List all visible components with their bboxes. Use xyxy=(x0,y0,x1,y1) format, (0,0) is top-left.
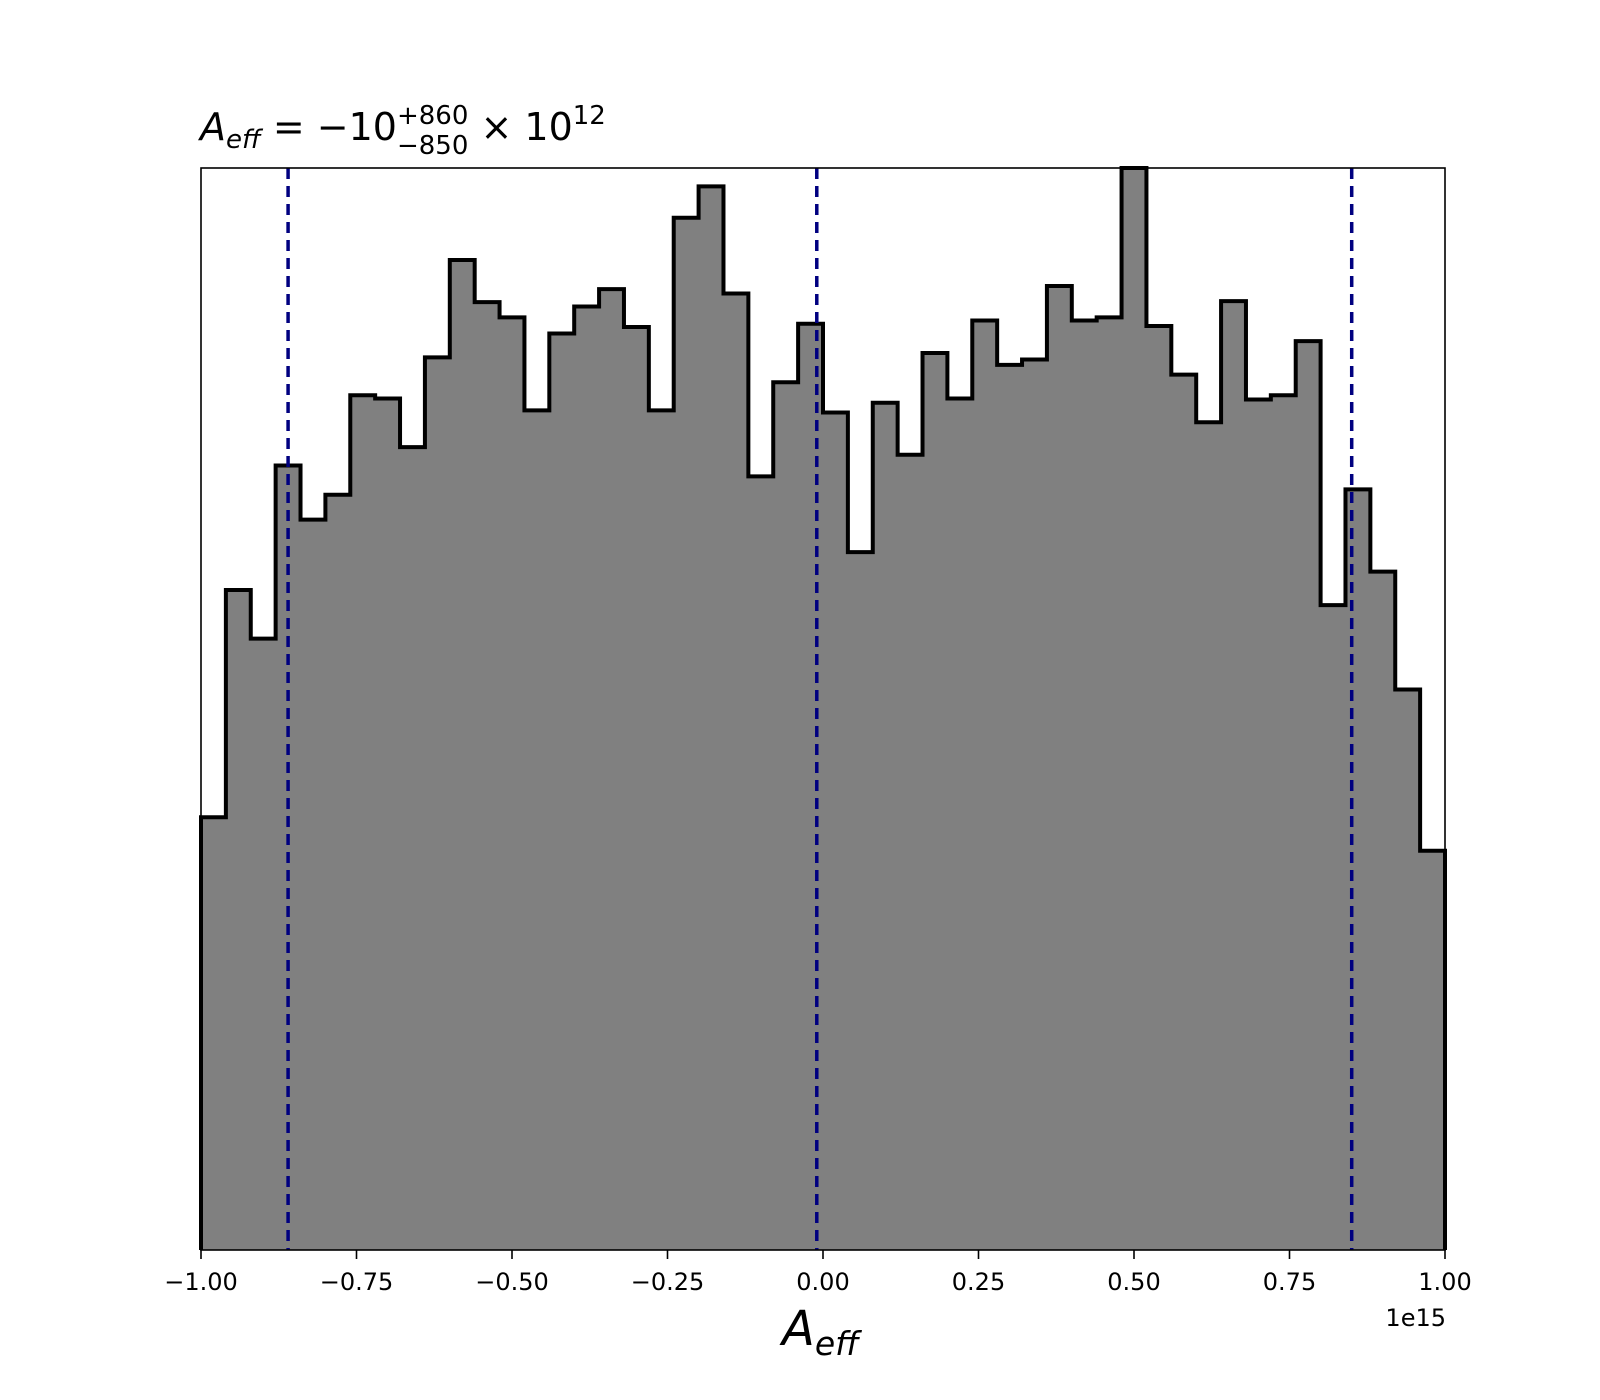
histogram-bar xyxy=(1270,395,1297,1251)
histogram-bar xyxy=(1196,422,1222,1250)
histogram-bar xyxy=(1370,571,1396,1250)
histogram-bar xyxy=(823,412,849,1251)
svg-text:Aeff: Aeff xyxy=(779,1301,862,1363)
histogram-bar xyxy=(623,327,650,1251)
histogram-bar xyxy=(225,589,252,1250)
histogram-bar xyxy=(250,638,277,1250)
histogram-bar xyxy=(947,398,973,1250)
histogram-bar xyxy=(872,402,899,1250)
x-multiplier-label: 1e15 xyxy=(1385,1304,1446,1332)
histogram-bar xyxy=(300,519,326,1250)
histogram-bar xyxy=(922,353,948,1251)
title-lower-error: −850 xyxy=(397,131,468,161)
title-symbol: A xyxy=(197,105,226,149)
title-symbol-subscript: eff xyxy=(226,125,264,155)
histogram-bar xyxy=(1395,689,1421,1250)
histogram-bar xyxy=(400,447,426,1250)
x-tick-label: 0.00 xyxy=(796,1268,849,1296)
histogram-bar xyxy=(449,259,476,1251)
x-tick-label: −0.75 xyxy=(320,1268,394,1296)
histogram-bar xyxy=(897,454,924,1251)
histogram-bar xyxy=(1295,341,1322,1250)
title-value: −10 xyxy=(317,105,397,149)
histogram-bar xyxy=(798,323,824,1251)
histogram-step-outline xyxy=(199,166,1447,1250)
histogram-bar xyxy=(1121,168,1148,1250)
x-tick-label: −1.00 xyxy=(164,1268,238,1296)
title-upper-error: +860 xyxy=(397,101,468,131)
histogram-bar xyxy=(524,410,550,1250)
xlabel-subscript: eff xyxy=(815,1324,862,1363)
x-tick-label: 0.25 xyxy=(952,1268,1005,1296)
histogram-bar xyxy=(375,398,401,1250)
title-times: × 10 xyxy=(468,105,572,149)
svg-text:Aeff = −10+860−850 × 1012: Aeff = −10+860 −850 × 1012 xyxy=(197,101,606,161)
histogram-bar xyxy=(1245,399,1272,1251)
histogram-bar xyxy=(723,293,749,1251)
plot-area xyxy=(199,166,1447,1251)
histogram-bar xyxy=(325,494,351,1250)
histogram-bar xyxy=(847,552,874,1250)
histogram-bar xyxy=(748,476,774,1250)
histogram-bar xyxy=(972,320,998,1250)
x-tick-label: 1.00 xyxy=(1418,1268,1471,1296)
histogram-bar xyxy=(424,357,451,1251)
x-tick-label: −0.50 xyxy=(475,1268,549,1296)
x-tick-label: 0.75 xyxy=(1263,1268,1316,1296)
xlabel-symbol: A xyxy=(779,1301,815,1357)
histogram-bar xyxy=(698,186,725,1250)
histogram-bar xyxy=(648,410,675,1250)
title-exponent: 12 xyxy=(573,101,606,131)
histogram-bar xyxy=(1420,850,1446,1250)
histogram-bar xyxy=(1146,325,1172,1250)
histogram-bar xyxy=(997,364,1023,1250)
x-tick-label: 0.50 xyxy=(1107,1268,1160,1296)
histogram-bar xyxy=(499,317,526,1250)
histogram-bar xyxy=(1345,489,1371,1250)
histogram-bar xyxy=(773,382,799,1251)
histogram-bar xyxy=(474,302,501,1251)
histogram-bar xyxy=(673,217,700,1251)
histogram-bar xyxy=(1320,605,1347,1250)
histogram-bar xyxy=(549,333,575,1250)
histogram-bar xyxy=(1221,301,1247,1250)
histogram-bar xyxy=(1046,285,1073,1250)
x-axis: −1.00 −0.75 −0.50 −0.25 0.00 0.25 0.50 0.75 1.00 xyxy=(164,1250,1472,1296)
title-equals: = xyxy=(261,105,317,149)
histogram-bar xyxy=(1171,374,1197,1250)
histogram-bar xyxy=(1096,317,1123,1250)
histogram-bar xyxy=(350,395,376,1251)
histogram-bar xyxy=(1022,359,1048,1250)
histogram-bar xyxy=(1071,320,1098,1250)
histogram-bar xyxy=(574,306,600,1251)
x-axis-label: Aeff xyxy=(779,1301,862,1363)
histogram-bar xyxy=(599,289,625,1251)
chart-title: Aeff = −10+860 −850 × 1012 xyxy=(197,101,606,161)
histogram-bar xyxy=(201,817,227,1250)
x-tick-label: −0.25 xyxy=(631,1268,705,1296)
